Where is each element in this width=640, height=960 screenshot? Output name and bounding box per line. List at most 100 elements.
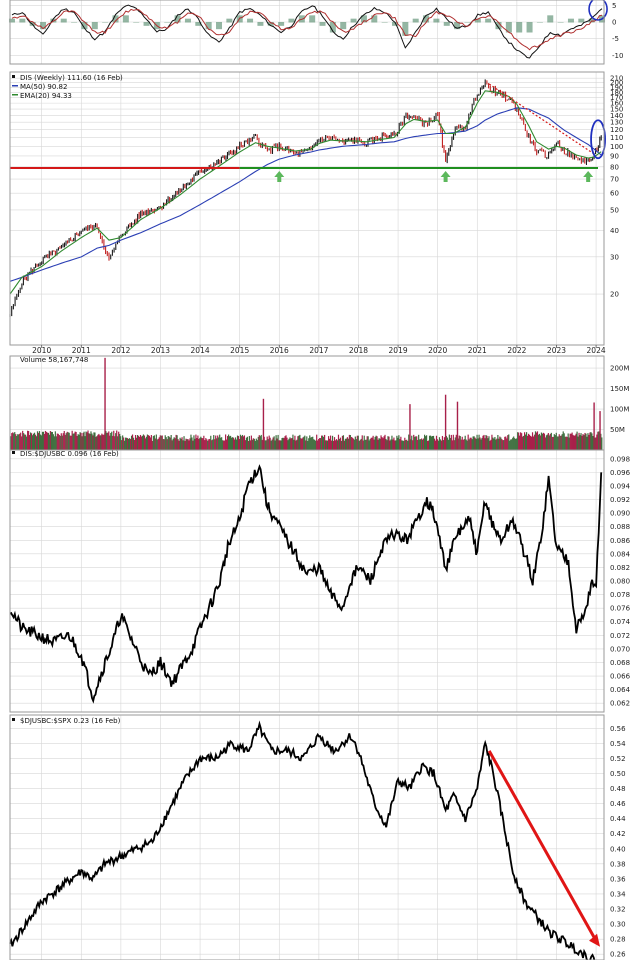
oscillator-series-line [11,4,603,59]
ratio2-tick-label: 0.28 [610,936,626,944]
volume-bar [125,437,127,450]
year-label: 2011 [72,346,91,355]
volume-bar [446,437,448,450]
ratio1-tick-label: 0.096 [610,469,631,477]
volume-spike-bar [593,402,595,450]
oscillator-histogram-bar [547,15,554,23]
volume-bar [551,436,553,450]
volume-bar [414,436,416,450]
volume-bar [575,433,577,450]
volume-bar [321,435,323,450]
volume-bar [580,433,582,450]
volume-bar [459,436,461,450]
volume-bar [152,436,154,450]
volume-bar [47,432,50,450]
volume-bar [267,439,269,450]
volume-bar [94,432,96,450]
volume-bar [88,433,90,450]
volume-bar [557,436,559,450]
oscillator-histogram-bar [505,22,512,33]
volume-bar [211,440,213,450]
ratio2-tick-label: 0.26 [610,951,626,959]
volume-bar [197,435,199,450]
legend-swatch-ratio1 [12,451,15,454]
volume-bar [486,435,488,450]
oscillator-histogram-bar [40,22,47,30]
oscillator-histogram-bar [526,22,533,33]
ratio2-tick-label: 0.30 [610,921,626,929]
volume-bar [202,438,204,450]
volume-bar [287,440,289,450]
volume-bar [55,436,57,450]
ema20-line [9,90,602,295]
oscillator-tick-label: -5 [612,35,619,43]
volume-bar [554,435,556,450]
volume-bar [424,434,426,450]
volume-bar [576,431,578,450]
volume-bar [441,435,444,450]
volume-bar [28,431,30,450]
volume-bar [115,433,117,450]
volume-bar [21,436,23,450]
volume-bar [91,433,93,450]
volume-bar [428,435,431,450]
volume-bar [431,436,434,450]
volume-bar [103,434,105,450]
volume-bar [64,434,66,450]
volume-bar [472,436,474,450]
volume-bar [390,439,392,450]
volume-bar [395,440,397,450]
ratio1-legend: DIS:$DJUSBC 0.096 (16 Feb) [20,450,119,458]
volume-bar [537,434,540,450]
oscillator-histogram-bar [485,18,492,23]
volume-bar [454,437,456,450]
volume-bar [35,436,38,450]
volume-bar [540,432,543,450]
volume-bar [305,440,307,450]
volume-bar [387,436,389,450]
volume-bar [109,435,111,450]
volume-bar [296,439,298,450]
volume-bar [248,436,250,450]
volume-bar [595,437,597,450]
volume-bar [290,438,292,450]
price-tick-label: 110 [610,134,623,142]
volume-bar [236,435,239,450]
volume-bar [223,440,225,450]
volume-bar [178,440,180,450]
year-label: 2017 [309,346,328,355]
volume-bar [176,435,178,450]
volume-bar [191,437,193,450]
volume-bar [33,432,36,450]
volume-bar [445,435,447,450]
volume-bar [79,432,81,450]
oscillator-histogram-bar [216,22,223,30]
volume-bar [160,435,162,450]
volume-bar [70,435,72,450]
oscillator-histogram-bar [247,18,254,23]
volume-bar [306,436,308,450]
volume-bar [400,436,402,450]
volume-bar [106,432,108,450]
volume-bar [201,438,203,450]
volume-bar [485,434,487,450]
volume-bar [50,431,52,450]
volume-bar [313,439,315,450]
volume-bar [579,435,581,450]
volume-bar [159,435,161,450]
volume-bar [259,436,261,450]
volume-bar [523,435,525,450]
volume-bar [62,433,64,450]
volume-bar [465,439,467,450]
volume-bar [351,437,353,450]
volume-bar [226,439,228,450]
volume-bar [493,438,495,450]
volume-bar [66,431,68,450]
volume-bar [393,437,395,450]
ratio1-tick-label: 0.088 [610,523,630,531]
volume-bar [309,435,311,450]
volume-bar [531,432,534,450]
volume-bar [134,435,137,450]
oscillator-histogram-bar [474,18,481,23]
